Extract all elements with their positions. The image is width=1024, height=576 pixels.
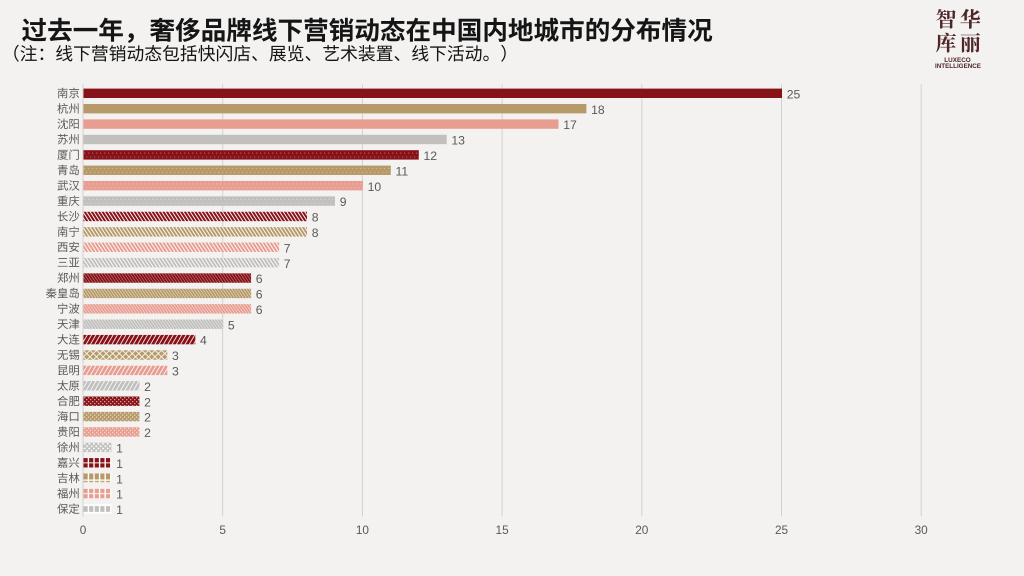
svg-text:2: 2 [144, 395, 151, 409]
svg-text:20: 20 [635, 523, 649, 537]
svg-text:17: 17 [563, 118, 577, 132]
svg-text:7: 7 [284, 257, 291, 271]
svg-text:4: 4 [200, 334, 207, 348]
svg-text:10: 10 [356, 523, 370, 537]
svg-text:25: 25 [787, 87, 801, 101]
svg-text:8: 8 [312, 211, 319, 225]
svg-text:1: 1 [116, 457, 123, 471]
svg-text:13: 13 [451, 134, 465, 148]
svg-text:6: 6 [256, 303, 263, 317]
svg-text:1: 1 [116, 472, 123, 486]
svg-text:15: 15 [496, 523, 510, 537]
svg-text:11: 11 [396, 164, 409, 178]
svg-text:3: 3 [172, 349, 179, 363]
svg-text:1: 1 [116, 441, 123, 455]
svg-text:5: 5 [228, 318, 235, 332]
svg-text:2: 2 [144, 380, 151, 394]
svg-text:25: 25 [775, 523, 789, 537]
svg-text:2: 2 [144, 411, 151, 425]
svg-text:9: 9 [340, 195, 347, 209]
svg-text:0: 0 [80, 523, 87, 537]
svg-text:18: 18 [591, 103, 605, 117]
svg-text:1: 1 [116, 488, 123, 502]
svg-text:6: 6 [256, 288, 263, 302]
svg-text:30: 30 [915, 523, 929, 537]
svg-text:2: 2 [144, 426, 151, 440]
svg-text:6: 6 [256, 272, 263, 286]
svg-text:8: 8 [312, 226, 319, 240]
svg-text:INTELLIGENCE: INTELLIGENCE [935, 63, 981, 70]
svg-text:1: 1 [116, 503, 123, 517]
svg-text:10: 10 [368, 180, 382, 194]
svg-text:5: 5 [219, 523, 226, 537]
svg-text:LUXECO: LUXECO [944, 57, 971, 64]
svg-text:3: 3 [172, 365, 179, 379]
svg-text:7: 7 [284, 241, 291, 255]
svg-text:12: 12 [424, 149, 438, 163]
